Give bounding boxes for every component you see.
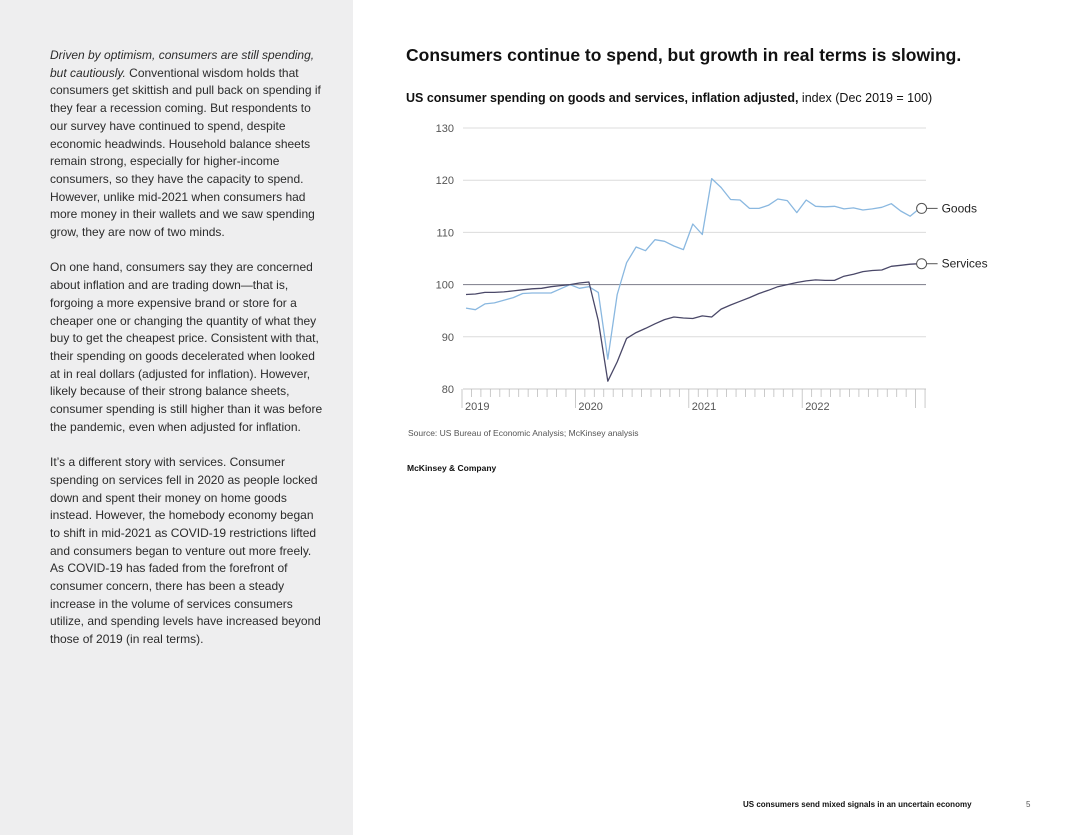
paragraph-3: It’s a different story with services. Co…	[50, 455, 321, 647]
y-tick-label-130: 130	[436, 123, 454, 135]
y-tick-label-90: 90	[442, 332, 454, 344]
goods-series-label: Goods	[942, 201, 977, 215]
paragraph-2: On one hand, consumers say they are conc…	[50, 260, 323, 434]
y-tick-label-120: 120	[436, 175, 454, 187]
chart-title-rest: index (Dec 2019 = 100)	[798, 91, 933, 105]
goods-end-marker	[916, 202, 928, 214]
services-series-line	[465, 263, 920, 382]
y-tick-label-110: 110	[436, 227, 454, 239]
page-number: 5	[1026, 800, 1031, 809]
page-headline: Consumers continue to spend, but growth …	[406, 45, 962, 65]
paragraph-1-body: Conventional wisdom holds that consumers…	[50, 65, 321, 240]
sidebar-panel: Driven by optimism, consumers are still …	[0, 0, 353, 835]
chart-title-bold: US consumer spending on goods and servic…	[406, 91, 799, 105]
source-note: Source: US Bureau of Economic Analysis; …	[408, 428, 639, 438]
goods-series-line	[465, 177, 921, 360]
brand-logo-text: McKinsey & Company	[407, 463, 497, 473]
paragraph-1: Driven by optimism, consumers are still …	[50, 47, 326, 242]
sidebar-text: Driven by optimism, consumers are still …	[50, 47, 326, 667]
services-series-label: Services	[942, 257, 988, 271]
y-tick-label-80: 80	[442, 384, 454, 396]
x-tick-label-2019: 2019	[465, 401, 489, 413]
x-tick-label-2021: 2021	[692, 401, 716, 413]
x-tick-label-2022: 2022	[805, 401, 829, 413]
y-tick-label-100: 100	[436, 280, 454, 292]
x-tick-label-2020: 2020	[578, 401, 602, 413]
paragraph-1-lead: Driven by optimism, consumers are still …	[50, 48, 315, 80]
footer-title: US consumers send mixed signals in an un…	[743, 800, 972, 809]
chart-title: US consumer spending on goods and servic…	[406, 91, 932, 105]
services-end-marker	[916, 258, 928, 270]
